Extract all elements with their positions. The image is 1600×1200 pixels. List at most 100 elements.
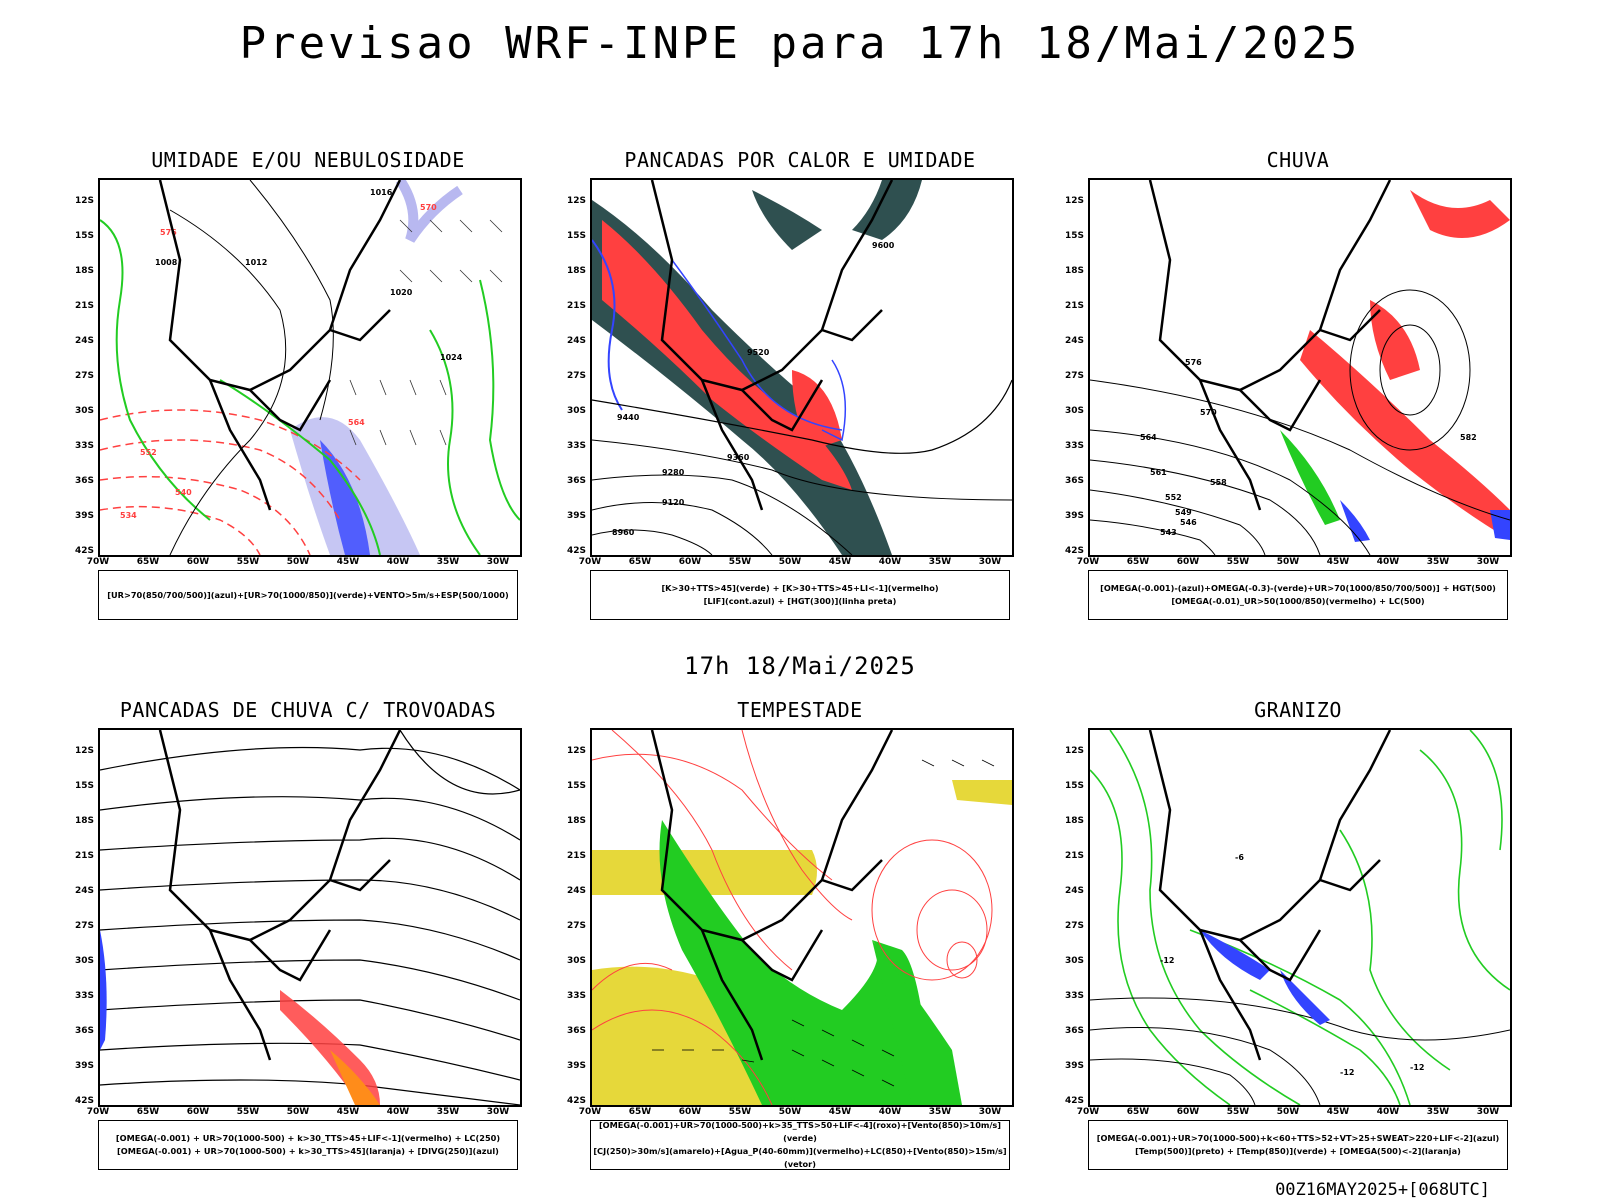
- latitude-label: 36S: [1064, 476, 1084, 486]
- latitude-label: 15S: [74, 231, 94, 241]
- latitude-label: 42S: [74, 1096, 94, 1106]
- panel-title: TEMPESTADE: [737, 698, 863, 722]
- latitude-label: 12S: [566, 746, 586, 756]
- latitude-label: 27S: [566, 371, 586, 381]
- latitude-label: 33S: [1064, 441, 1084, 451]
- latitude-label: 18S: [1064, 816, 1084, 826]
- latitude-label: 12S: [1064, 746, 1084, 756]
- longitude-label: 60W: [1176, 1107, 1200, 1117]
- panel-legend: [UR>70(850/700/500)](azul)+[UR>70(1000/8…: [98, 570, 518, 620]
- latitude-label: 18S: [74, 816, 94, 826]
- panel-hail: GRANIZO -12 -12 -12 -6: [1048, 698, 1548, 1188]
- contour-label: 549: [1175, 508, 1192, 517]
- contour-label: 576: [160, 228, 177, 237]
- longitude-label: 40W: [878, 1107, 902, 1117]
- latitude-label: 30S: [1064, 956, 1084, 966]
- contour-label: 564: [1140, 433, 1157, 442]
- latitude-label: 24S: [566, 886, 586, 896]
- panel-legend: [OMEGA(-0.001)-(azul)+OMEGA(-0.3)-(verde…: [1088, 570, 1508, 620]
- longitude-label: 65W: [628, 1107, 652, 1117]
- latitude-label: 18S: [566, 266, 586, 276]
- contour-label: 8960: [612, 528, 635, 537]
- latitude-label: 33S: [1064, 991, 1084, 1001]
- contour-label: 1020: [390, 288, 413, 297]
- longitude-label: 70W: [86, 557, 110, 567]
- latitude-label: 27S: [566, 921, 586, 931]
- latitude-label: 39S: [74, 511, 94, 521]
- legend-line: [LIF](cont.azul) + [HGT(300)](linha pret…: [703, 596, 897, 606]
- latitude-label: 24S: [1064, 886, 1084, 896]
- latitude-label: 12S: [566, 196, 586, 206]
- boundaries: [650, 180, 894, 511]
- latitude-label: 42S: [1064, 546, 1084, 556]
- boundaries: [158, 180, 402, 511]
- panel-heat-showers: PANCADAS POR CALOR E UMIDADE 9600 9520 9…: [550, 148, 1050, 638]
- latitude-label: 15S: [566, 781, 586, 791]
- boundaries: [1148, 730, 1392, 1061]
- latitude-label: 15S: [1064, 231, 1084, 241]
- map-thunderstorm-showers[interactable]: [98, 728, 522, 1107]
- longitude-label: 35W: [1426, 1107, 1450, 1117]
- panel-title: GRANIZO: [1254, 698, 1342, 722]
- legend-line: [OMEGA(-0.001)+UR>70(1000-500)+k>35_TTS>…: [598, 1120, 1002, 1143]
- latitude-label: 36S: [566, 476, 586, 486]
- contour-label: 561: [1150, 468, 1167, 477]
- longitude-label: 45W: [336, 1107, 360, 1117]
- longitude-label: 30W: [1476, 557, 1500, 567]
- longitude-label: 30W: [486, 557, 510, 567]
- map-humidity[interactable]: 1016 1012 1020 1024 576 570 564 552 540 …: [98, 178, 522, 557]
- latitude-label: 36S: [1064, 1026, 1084, 1036]
- contour-label: 564: [348, 418, 365, 427]
- longitude-label: 35W: [928, 557, 952, 567]
- longitude-label: 65W: [628, 557, 652, 567]
- contour-label: 558: [1210, 478, 1227, 487]
- panel-title: UMIDADE E/OU NEBULOSIDADE: [151, 148, 465, 172]
- latitude-label: 18S: [74, 266, 94, 276]
- longitude-label: 65W: [136, 1107, 160, 1117]
- map-heat-showers[interactable]: 9600 9520 9440 9360 9280 9120 8960: [590, 178, 1014, 557]
- latitude-label: 18S: [1064, 266, 1084, 276]
- latitude-label: 27S: [74, 921, 94, 931]
- longitude-label: 40W: [1376, 1107, 1400, 1117]
- legend-line: [UR>70(850/700/500)](azul)+[UR>70(1000/8…: [107, 589, 509, 600]
- longitude-label: 55W: [236, 557, 260, 567]
- longitude-label: 45W: [1326, 1107, 1350, 1117]
- longitude-label: 50W: [1276, 1107, 1300, 1117]
- longitude-label: 30W: [978, 1107, 1002, 1117]
- latitude-label: 42S: [566, 546, 586, 556]
- latitude-label: 21S: [1064, 851, 1084, 861]
- latitude-label: 30S: [1064, 406, 1084, 416]
- page-title: Previsao WRF-INPE para 17h 18/Mai/2025: [239, 18, 1361, 69]
- latitude-label: 33S: [566, 441, 586, 451]
- longitude-label: 70W: [578, 557, 602, 567]
- map-rain[interactable]: 576 570 564 561 558 552 549 546 543 582: [1088, 178, 1512, 557]
- legend-line: [OMEGA(-0.001) + UR>70(1000-500) + k>30_…: [117, 1146, 499, 1156]
- latitude-label: 12S: [1064, 196, 1084, 206]
- latitude-label: 36S: [74, 476, 94, 486]
- latitude-label: 21S: [1064, 301, 1084, 311]
- contour-label: -6: [1235, 853, 1244, 862]
- longitude-label: 70W: [86, 1107, 110, 1117]
- contour-label: 582: [1460, 433, 1477, 442]
- latitude-label: 36S: [74, 1026, 94, 1036]
- boundaries: [158, 730, 402, 1061]
- latitude-label: 12S: [74, 746, 94, 756]
- contour-label: 570: [420, 203, 437, 212]
- panel-humidity: UMIDADE E/OU NEBULOSIDADE 1016 1: [58, 148, 558, 638]
- longitude-label: 55W: [728, 1107, 752, 1117]
- contour-label: 552: [140, 448, 157, 457]
- longitude-label: 30W: [486, 1107, 510, 1117]
- latitude-label: 21S: [566, 301, 586, 311]
- latitude-label: 27S: [1064, 371, 1084, 381]
- longitude-label: 60W: [678, 1107, 702, 1117]
- latitude-label: 12S: [74, 196, 94, 206]
- map-hail[interactable]: -12 -12 -12 -6: [1088, 728, 1512, 1107]
- contour-label: 534: [120, 511, 137, 520]
- panel-rain: CHUVA 576 570 564 561 558 552 549 546 54…: [1048, 148, 1548, 638]
- map-storm[interactable]: [590, 728, 1014, 1107]
- longitude-label: 60W: [186, 1107, 210, 1117]
- panel-legend: [OMEGA(-0.001) + UR>70(1000-500) + k>30_…: [98, 1120, 518, 1170]
- contour-label: -12: [1410, 1063, 1424, 1072]
- latitude-label: 36S: [566, 1026, 586, 1036]
- panel-title: CHUVA: [1266, 148, 1330, 172]
